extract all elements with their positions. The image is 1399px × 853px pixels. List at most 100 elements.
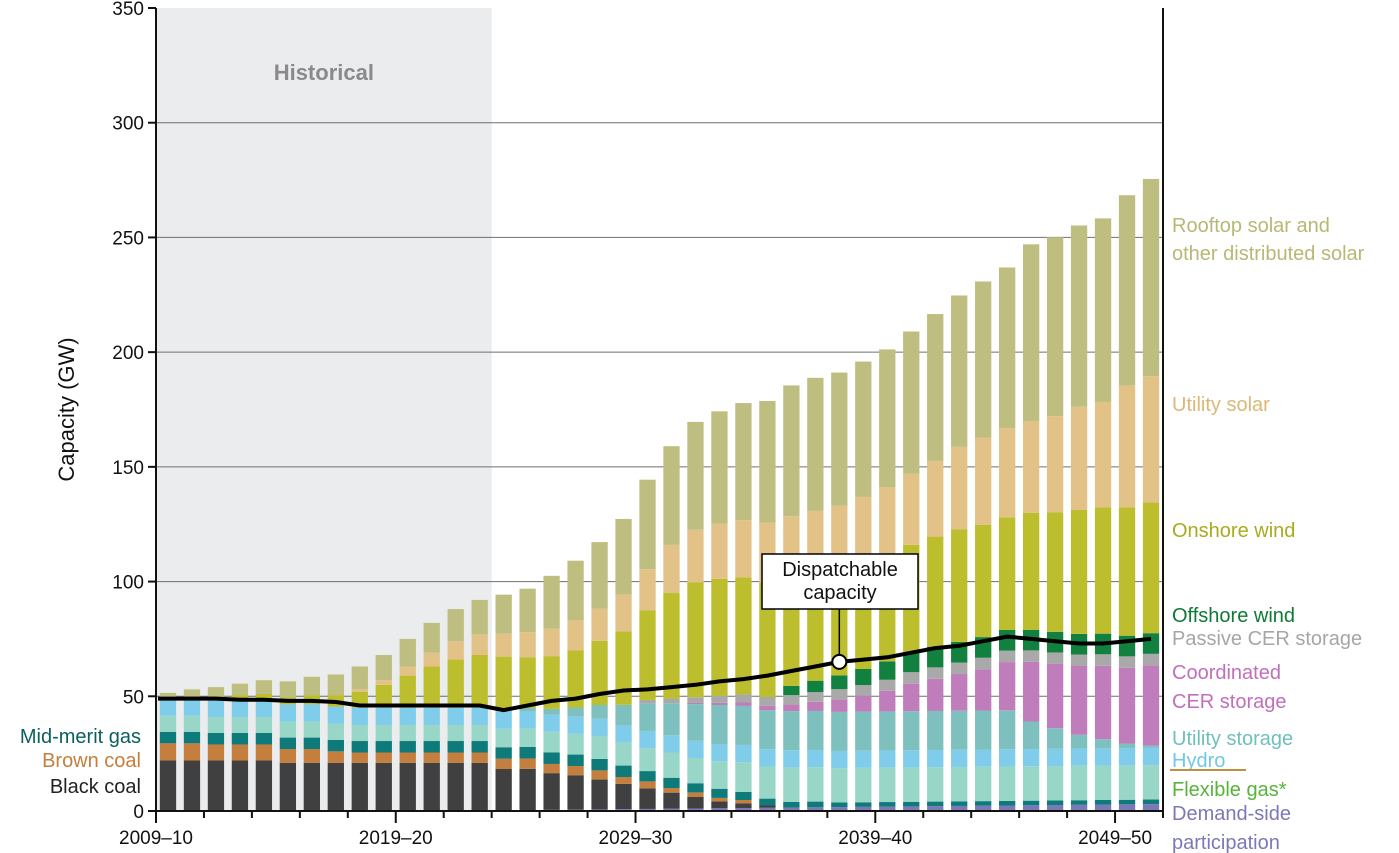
bar-segment-rooftop-solar-and-other-distributed-solar [711, 411, 728, 524]
bar-segment-rooftop-solar-and-other-distributed-solar [639, 479, 656, 570]
bar-segment-utility-solar [1118, 385, 1136, 508]
bar-segment-rooftop-solar-and-other-distributed-solar [879, 349, 896, 488]
bar-segment-passive-cer-storage [927, 667, 944, 679]
bar-segment-hydro [663, 735, 680, 753]
bar-segment-rooftop-solar-and-other-distributed-solar [999, 267, 1016, 429]
bar-segment-brown-coal [447, 752, 464, 763]
bar-segment-onshore-wind [663, 593, 680, 699]
bar-segment-mid-merit-gas [1022, 800, 1040, 806]
bar-segment-utility-storage [735, 705, 752, 745]
bar-segment-mid-merit-gas [543, 752, 560, 764]
bar-segment-passive-cer-storage [999, 650, 1016, 663]
bar-segment-flexible-gas- [783, 767, 800, 802]
bar-segment-demand-side-participation [663, 808, 680, 811]
bar-segment-flexible-gas- [159, 715, 177, 732]
bar-segment-hydro [1022, 749, 1040, 767]
bar-segment-mid-merit-gas [351, 741, 368, 753]
bar-segment-rooftop-solar-and-other-distributed-solar [759, 401, 776, 523]
bar-segment-utility-solar [399, 666, 416, 676]
bar-segment-hydro [567, 716, 584, 734]
bar-segment-utility-storage [855, 711, 872, 751]
bar-segment-hydro [615, 725, 632, 743]
bar-segment-offshore-wind [999, 629, 1016, 651]
bar-segment-rooftop-solar-and-other-distributed-solar [159, 692, 177, 698]
bar-segment-black-coal [183, 760, 201, 811]
bar-segment-mid-merit-gas [735, 791, 752, 800]
bar-segment-brown-coal [351, 752, 368, 763]
bar-segment-rooftop-solar-and-other-distributed-solar [207, 687, 225, 697]
bar-segment-offshore-wind [783, 685, 800, 696]
callout-text-1: Dispatchable [782, 559, 898, 581]
bar-segment-onshore-wind [1118, 507, 1136, 636]
bar-segment-coordinated-cer-storage [759, 705, 776, 711]
x-tick-label: 2019–20 [359, 828, 433, 849]
bar-segment-mid-merit-gas [783, 801, 800, 808]
bar-segment-demand-side-participation [687, 808, 704, 811]
legend-label: Utility solar [1172, 394, 1270, 416]
bar-segment-utility-solar [1094, 401, 1112, 508]
bar-segment-mid-merit-gas [903, 801, 920, 807]
bar-segment-rooftop-solar-and-other-distributed-solar [855, 361, 872, 497]
bar-segment-flexible-gas- [495, 728, 512, 748]
bar-segment-mid-merit-gas [423, 741, 440, 753]
bar-segment-coordinated-cer-storage [1070, 666, 1088, 735]
legend-label: Demand-side [1172, 803, 1291, 825]
bar-segment-hydro [543, 714, 560, 732]
legend-label: Rooftop solar and [1172, 215, 1330, 237]
bar-segment-hydro [783, 750, 800, 768]
bar-segment-hydro [879, 750, 896, 768]
bar-segment-flexible-gas- [279, 721, 297, 738]
bar-segment-demand-side-participation [759, 807, 776, 811]
bar-segment-mid-merit-gas [663, 777, 680, 789]
bar-segment-onshore-wind [519, 657, 536, 708]
bar-segment-mid-merit-gas [759, 798, 776, 806]
y-axis-label: Capacity (GW) [54, 337, 79, 481]
legend-label: other distributed solar [1172, 243, 1365, 265]
bar-segment-flexible-gas- [399, 724, 416, 742]
bar-segment-utility-solar [1046, 416, 1064, 513]
bar-segment-flexible-gas- [471, 724, 488, 742]
bar-segment-mid-merit-gas [279, 737, 297, 750]
bar-segment-passive-cer-storage [735, 694, 752, 703]
bar-segment-utility-storage [1118, 743, 1136, 749]
bar-segment-hydro [303, 704, 320, 722]
bar-segment-utility-storage [1070, 734, 1088, 749]
bar-segment-brown-coal [423, 752, 440, 763]
bar-segment-black-coal [207, 760, 225, 811]
bar-segment-passive-cer-storage [639, 699, 656, 704]
bar-segment-utility-storage [567, 707, 584, 717]
legend-label-left: Black coal [50, 776, 141, 798]
bar-segment-hydro [759, 749, 776, 767]
legend-label: Passive CER storage [1172, 628, 1362, 650]
bar-segment-onshore-wind [495, 656, 512, 710]
bar-segment-flexible-gas- [519, 728, 536, 747]
bar-segment-flexible-gas- [543, 731, 560, 753]
bar-segment-hydro [399, 707, 416, 725]
bar-segment-flexible-gas- [975, 766, 992, 802]
bar-segment-hydro [159, 698, 177, 716]
bar-segment-passive-cer-storage [1118, 656, 1136, 668]
bar-segment-utility-solar [903, 473, 920, 545]
bar-segment-brown-coal [399, 752, 416, 763]
bar-segment-black-coal [327, 762, 344, 811]
bar-segment-passive-cer-storage [687, 697, 704, 703]
callout-box [761, 553, 919, 610]
bar-segment-rooftop-solar-and-other-distributed-solar [687, 421, 704, 530]
bar-segment-onshore-wind [1070, 509, 1088, 634]
bar-segment-hydro [423, 707, 440, 725]
bar-segment-black-coal [567, 775, 584, 810]
bar-segment-brown-coal [471, 752, 488, 763]
legend-label-left: Mid-merit gas [20, 726, 141, 748]
bar-segment-brown-coal [303, 749, 320, 763]
bar-segment-flexible-gas- [687, 758, 704, 784]
bar-segment-utility-solar [975, 437, 992, 525]
bar-segment-flexible-gas- [447, 724, 464, 742]
bar-segment-black-coal [639, 788, 656, 809]
bar-segment-hydro [519, 711, 536, 729]
bar-segment-offshore-wind [855, 668, 872, 686]
bar-segment-utility-storage [951, 710, 968, 750]
bar-segment-mid-merit-gas [447, 741, 464, 753]
bar-segment-onshore-wind [591, 640, 608, 706]
bar-segment-mid-merit-gas [1094, 799, 1112, 805]
